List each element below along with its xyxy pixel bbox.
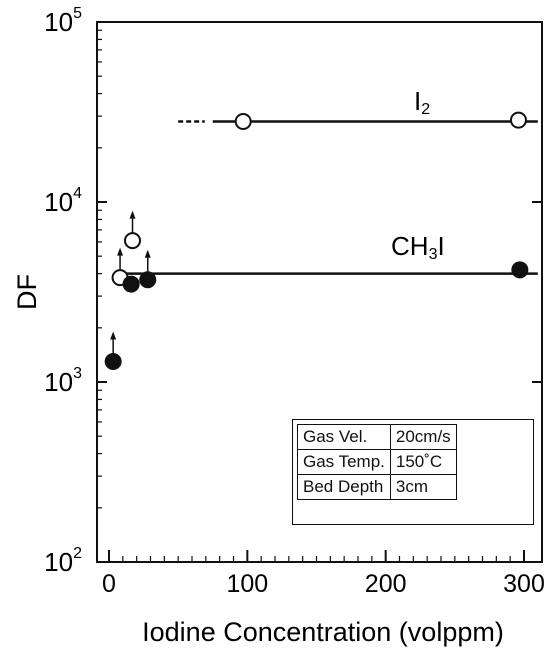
plot-frame (96, 21, 543, 563)
arrow-head (129, 210, 136, 219)
filled-circle-point (104, 352, 122, 370)
conditions-row: Bed Depth 3cm (297, 474, 457, 500)
open-circle-point (124, 232, 142, 250)
series-labels: I2 CH3I (391, 86, 445, 263)
series-label-i2: I2 (414, 86, 430, 118)
open-circle-point (234, 113, 252, 131)
arrow-head (117, 247, 124, 256)
x-tick-label: 300 (503, 570, 545, 598)
series-label-ch3i: CH3I (391, 231, 445, 263)
y-tick-label: 102 (44, 545, 82, 577)
y-tick-label: 103 (44, 365, 82, 397)
y-axis-label: DF (12, 274, 42, 310)
condition-label: Gas Vel. (297, 424, 391, 450)
arrow-head (144, 249, 151, 258)
condition-value: 20cm/s (389, 424, 457, 450)
y-tick-label: 104 (44, 185, 82, 217)
condition-label: Bed Depth (297, 474, 391, 500)
arrow-head (110, 331, 117, 340)
x-tick-label: 200 (365, 570, 407, 598)
conditions-box: Gas Vel. 20cm/s Gas Temp. 150˚C Bed Dept… (292, 419, 534, 525)
x-tick-label: 100 (226, 570, 268, 598)
filled-circle-point (122, 275, 140, 293)
conditions-table: Gas Vel. 20cm/s Gas Temp. 150˚C Bed Dept… (297, 424, 457, 500)
axes: 102 103 104 105 0 100 200 300 (44, 5, 545, 598)
condition-label: Gas Temp. (297, 449, 391, 475)
condition-value: 150˚C (389, 449, 457, 475)
data-points (104, 111, 529, 370)
filled-circle-point (139, 271, 157, 289)
condition-value: 3cm (389, 474, 457, 500)
conditions-row: Gas Temp. 150˚C (297, 449, 457, 475)
y-tick-label: 105 (44, 5, 82, 37)
x-axis-label: Iodine Concentration (volppm) (142, 617, 504, 647)
x-tick-label: 0 (102, 570, 116, 598)
trend-lines (120, 120, 538, 275)
open-circle-point (509, 111, 527, 129)
filled-circle-point (511, 261, 529, 279)
conditions-row: Gas Vel. 20cm/s (297, 424, 457, 450)
